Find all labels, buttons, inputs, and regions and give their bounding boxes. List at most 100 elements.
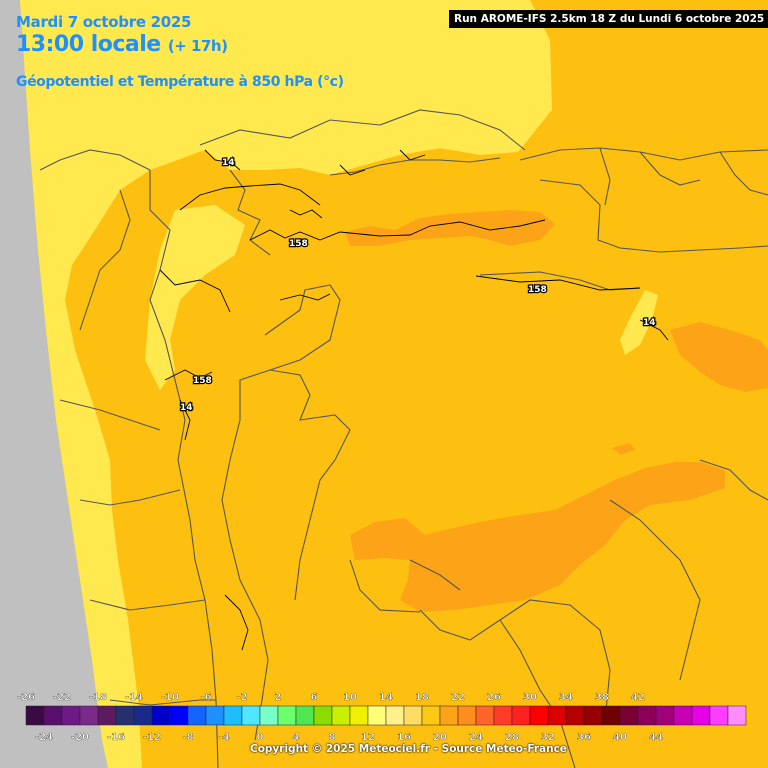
scale-label-top: 30 — [523, 692, 537, 703]
forecast-date: Mardi 7 octobre 2025 — [16, 13, 192, 31]
copyright-text: Copyright © 2025 Meteociel.fr - Source M… — [250, 743, 567, 755]
scale-label-bottom: -8 — [182, 732, 193, 743]
scale-swatch — [709, 705, 729, 726]
scale-label-top: 38 — [595, 692, 609, 703]
geopotential-contours — [159, 149, 669, 651]
scale-swatch — [421, 705, 441, 726]
scale-label-top: 6 — [311, 692, 318, 703]
scale-swatch — [457, 705, 477, 726]
scale-label-bottom: 32 — [541, 732, 555, 743]
scale-swatch — [25, 705, 45, 726]
scale-label-top: -14 — [125, 692, 143, 703]
scale-swatch — [223, 705, 243, 726]
temperature-zone-16-18-east-spot — [612, 443, 635, 455]
scale-label-bottom: 8 — [329, 732, 336, 743]
model-run-info: Run AROME-IFS 2.5km 18 Z du Lundi 6 octo… — [449, 10, 768, 28]
scale-swatch — [79, 705, 99, 726]
contour-label: 158 — [193, 376, 212, 386]
scale-label-bottom: -24 — [35, 732, 53, 743]
forecast-lead: (+ 17h) — [167, 37, 228, 55]
forecast-local-time: 13:00 locale — [16, 32, 161, 57]
temperature-zone-12-14-lake — [620, 290, 658, 355]
scale-label-bottom: 4 — [293, 732, 300, 743]
temperature-zone-16-18-north — [345, 210, 555, 246]
scale-label-bottom: 44 — [649, 732, 663, 743]
scale-swatch — [475, 705, 495, 726]
contour-labels: 14 158 158 14 158 14 — [179, 157, 657, 415]
scale-swatch — [439, 705, 459, 726]
temperature-zone-12-14-coast — [145, 205, 245, 390]
scale-label-bottom: 24 — [469, 732, 483, 743]
contour-label: 14 — [643, 318, 656, 328]
scale-label-top: 18 — [415, 692, 429, 703]
scale-swatch — [601, 705, 621, 726]
scale-label-top: 26 — [487, 692, 501, 703]
scale-label-bottom: 36 — [577, 732, 591, 743]
scale-label-top: -2 — [236, 692, 247, 703]
scale-label-bottom: 16 — [397, 732, 411, 743]
scale-swatch — [133, 705, 153, 726]
country-borders — [39, 109, 768, 768]
scale-label-top: 10 — [343, 692, 357, 703]
scale-swatch — [673, 705, 693, 726]
contour-label: 14 — [180, 403, 193, 413]
scale-swatch — [349, 705, 369, 726]
scale-swatch — [727, 705, 747, 726]
map-parameter-title: Géopotentiel et Température à 850 hPa (°… — [16, 74, 344, 90]
scale-swatch — [313, 705, 333, 726]
scale-label-bottom: 0 — [257, 732, 264, 743]
scale-label-bottom: 12 — [361, 732, 375, 743]
scale-swatch — [583, 705, 603, 726]
scale-label-bottom: -16 — [107, 732, 125, 743]
color-scale: -26 -22 -18 -14 -10 -6 -2 2 6 10 14 18 22 26 30 34 38 42 … — [17, 692, 747, 743]
scale-swatch — [61, 705, 81, 726]
scale-swatch — [619, 705, 639, 726]
sea-area — [0, 0, 108, 768]
scale-label-bottom: -4 — [218, 732, 229, 743]
scale-swatch — [655, 705, 675, 726]
scale-swatch — [187, 705, 207, 726]
scale-swatch — [493, 705, 513, 726]
scale-bottom-labels: -24 -20 -16 -12 -8 -4 0 4 8 12 16 20 24 28 32 36 40 44 — [35, 732, 663, 743]
scale-swatch — [205, 705, 225, 726]
scale-swatch — [385, 705, 405, 726]
scale-label-top: -10 — [161, 692, 179, 703]
scale-label-top: -18 — [89, 692, 107, 703]
scale-label-bottom: 40 — [613, 732, 627, 743]
scale-label-bottom: -12 — [143, 732, 161, 743]
scale-label-top: -6 — [200, 692, 211, 703]
scale-swatch — [151, 705, 171, 726]
scale-swatch — [259, 705, 279, 726]
scale-swatch — [43, 705, 63, 726]
contour-label: 158 — [289, 239, 308, 249]
contour-label: 14 — [222, 158, 235, 168]
scale-swatch — [97, 705, 117, 726]
scale-swatch — [367, 705, 387, 726]
temperature-zone-16-18-south — [350, 462, 725, 612]
scale-label-bottom: 20 — [433, 732, 447, 743]
scale-swatch — [403, 705, 423, 726]
scale-label-top: 22 — [451, 692, 465, 703]
scale-swatch — [529, 705, 549, 726]
forecast-time: 13:00 locale (+ 17h) — [16, 32, 228, 57]
scale-swatch — [115, 705, 135, 726]
scale-label-top: -26 — [17, 692, 35, 703]
scale-label-top: 42 — [631, 692, 645, 703]
scale-swatch — [565, 705, 585, 726]
scale-swatch — [637, 705, 657, 726]
temperature-zone-16-18-east — [670, 322, 768, 392]
scale-label-bottom: -20 — [71, 732, 89, 743]
scale-swatch — [169, 705, 189, 726]
scale-swatch — [691, 705, 711, 726]
scale-label-top: 34 — [559, 692, 573, 703]
scale-swatch — [277, 705, 297, 726]
temperature-zone-12-14 — [20, 0, 552, 768]
scale-label-top: 14 — [379, 692, 393, 703]
scale-label-top: 2 — [275, 692, 282, 703]
scale-swatch — [547, 705, 567, 726]
scale-label-bottom: 28 — [505, 732, 519, 743]
scale-swatch — [331, 705, 351, 726]
scale-label-top: -22 — [53, 692, 71, 703]
scale-swatches — [25, 705, 747, 726]
